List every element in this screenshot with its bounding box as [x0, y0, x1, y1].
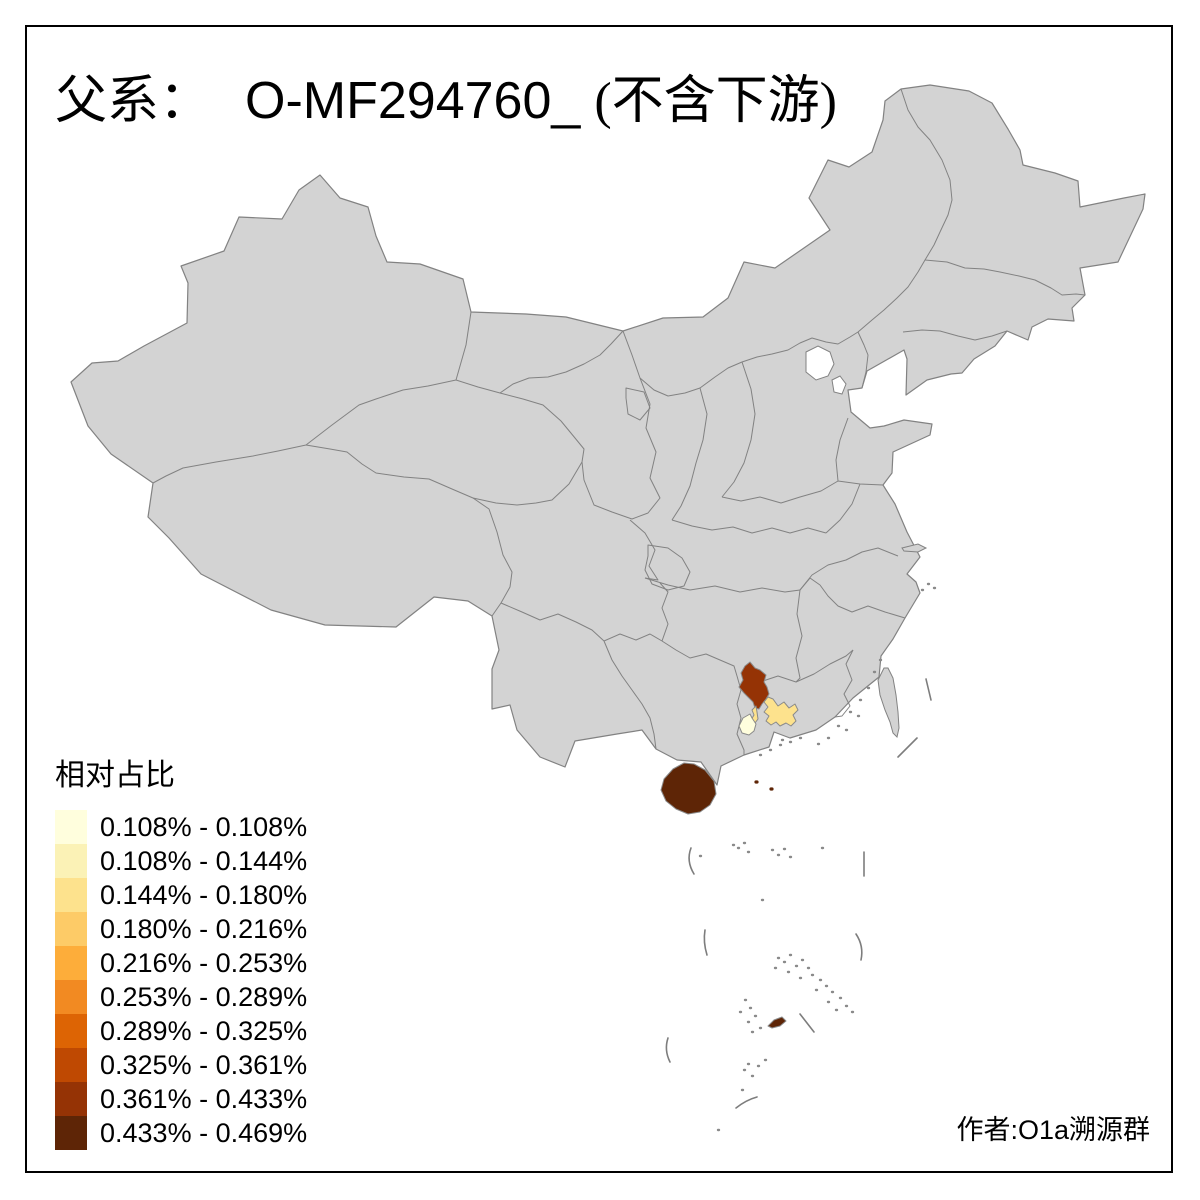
map-title: 父系： O-MF294760_ (不含下游)	[55, 58, 837, 133]
legend-swatch	[55, 1014, 87, 1048]
legend-rows: 0.108% - 0.108% 0.108% - 0.144% 0.144% - 0…	[55, 810, 307, 1150]
coastal-islands	[758, 543, 937, 850]
legend: 相对占比 0.108% - 0.108% 0.108% - 0.144% 0.144…	[55, 750, 307, 1150]
legend-swatch	[55, 980, 87, 1014]
legend-row: 0.253% - 0.289%	[55, 980, 307, 1014]
legend-swatch	[55, 1082, 87, 1116]
highlight-prefecture-dark-red	[738, 661, 770, 710]
legend-row: 0.144% - 0.180%	[55, 878, 307, 912]
legend-swatch	[55, 878, 87, 912]
highlight-hainan-island	[660, 762, 717, 815]
legend-swatch	[55, 1116, 87, 1150]
highlighted-regions	[660, 661, 799, 1029]
legend-label: 0.361% - 0.433%	[100, 1084, 308, 1114]
legend-label: 0.144% - 0.180%	[100, 880, 308, 910]
south-china-sea-islands	[698, 841, 855, 1132]
title-downstream-note: (不含下游)	[594, 73, 837, 130]
legend-label: 0.289% - 0.325%	[100, 1016, 308, 1046]
legend-swatch	[55, 844, 87, 878]
attribution: 作者:O1a溯源群	[956, 1115, 1150, 1145]
title-haplogroup-code: O-MF294760_	[245, 72, 581, 130]
legend-row: 0.433% - 0.469%	[55, 1116, 307, 1150]
legend-label: 0.433% - 0.469%	[100, 1118, 308, 1148]
legend-title: 相对占比	[55, 759, 175, 792]
legend-row: 0.361% - 0.433%	[55, 1082, 307, 1116]
nine-dash-line	[665, 678, 932, 1109]
province-borders	[152, 88, 1086, 755]
legend-label: 0.108% - 0.144%	[100, 846, 308, 876]
legend-label: 0.180% - 0.216%	[100, 914, 308, 944]
legend-swatch	[55, 1048, 87, 1082]
country-outline	[70, 84, 1146, 786]
legend-row: 0.108% - 0.108%	[55, 810, 307, 844]
legend-row: 0.108% - 0.144%	[55, 844, 307, 878]
legend-row: 0.216% - 0.253%	[55, 946, 307, 980]
taiwan-island	[877, 667, 900, 738]
legend-row: 0.180% - 0.216%	[55, 912, 307, 946]
highlight-small-islets	[754, 780, 774, 791]
legend-row: 0.289% - 0.325%	[55, 1014, 307, 1048]
legend-row: 0.325% - 0.361%	[55, 1048, 307, 1082]
highlight-prefecture-cream	[738, 713, 757, 736]
title-lineage-label: 父系：	[55, 73, 212, 130]
legend-label: 0.108% - 0.108%	[100, 812, 308, 842]
legend-swatch	[55, 946, 87, 980]
legend-label: 0.325% - 0.361%	[100, 1050, 308, 1080]
legend-swatch	[55, 912, 87, 946]
legend-label: 0.216% - 0.253%	[100, 948, 308, 978]
highlight-prefecture-yellow-east	[763, 696, 799, 727]
legend-label: 0.253% - 0.289%	[100, 982, 308, 1012]
legend-swatch	[55, 810, 87, 844]
beijing-tianjin-holes	[805, 345, 847, 395]
highlight-sansha-islands	[767, 1016, 787, 1029]
